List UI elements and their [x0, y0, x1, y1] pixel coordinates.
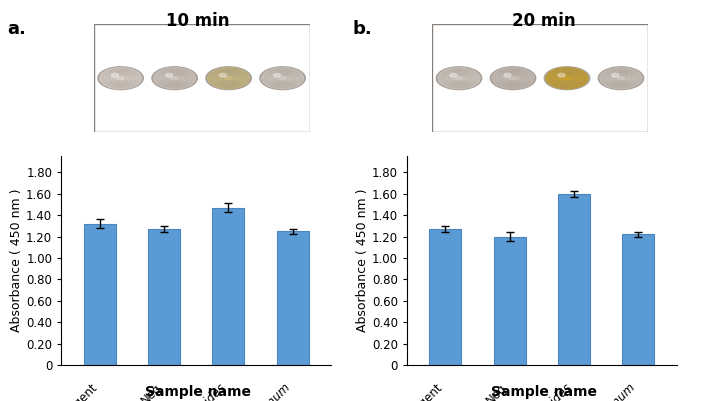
Circle shape	[262, 68, 303, 89]
Circle shape	[166, 73, 173, 77]
Circle shape	[598, 67, 644, 89]
Text: 20 min: 20 min	[512, 12, 575, 30]
Text: Neg: Neg	[138, 382, 164, 401]
Text: 10 min: 10 min	[166, 12, 230, 30]
Circle shape	[274, 73, 281, 77]
Bar	[494, 237, 526, 365]
Text: Sample name: Sample name	[145, 385, 251, 399]
Text: a.: a.	[7, 20, 26, 38]
Bar	[622, 235, 654, 365]
Circle shape	[546, 68, 588, 89]
Circle shape	[438, 68, 480, 89]
Y-axis label: Absorbance ( 450 nm ): Absorbance ( 450 nm )	[10, 189, 23, 332]
Bar	[558, 194, 590, 365]
Text: C. polykrikoides: C. polykrikoides	[153, 382, 228, 401]
Circle shape	[558, 73, 565, 77]
Circle shape	[260, 67, 305, 89]
Bar	[212, 208, 244, 365]
Circle shape	[612, 73, 619, 77]
Text: C. polykrikoides: C. polykrikoides	[498, 382, 574, 401]
Circle shape	[154, 68, 195, 89]
Circle shape	[436, 67, 482, 89]
Text: P. minimum: P. minimum	[580, 382, 638, 401]
Circle shape	[492, 68, 534, 89]
Text: Neg: Neg	[484, 382, 510, 401]
Circle shape	[208, 68, 249, 89]
Bar	[276, 231, 309, 365]
Circle shape	[544, 67, 590, 89]
Circle shape	[450, 73, 457, 77]
Circle shape	[220, 73, 227, 77]
Text: Sample name: Sample name	[490, 385, 597, 399]
Y-axis label: Absorbance ( 450 nm ): Absorbance ( 450 nm )	[356, 189, 369, 332]
Text: Color regent: Color regent	[38, 382, 100, 401]
Text: b.: b.	[353, 20, 372, 38]
Circle shape	[152, 67, 197, 89]
Circle shape	[490, 67, 536, 89]
Bar	[148, 229, 180, 365]
Text: P. minimum: P. minimum	[235, 382, 292, 401]
Bar	[429, 229, 462, 365]
Text: Color regent: Color regent	[384, 382, 446, 401]
Circle shape	[100, 68, 141, 89]
Circle shape	[98, 67, 143, 89]
Circle shape	[206, 67, 251, 89]
Bar	[84, 224, 116, 365]
Circle shape	[504, 73, 511, 77]
Circle shape	[600, 68, 642, 89]
Circle shape	[112, 73, 119, 77]
